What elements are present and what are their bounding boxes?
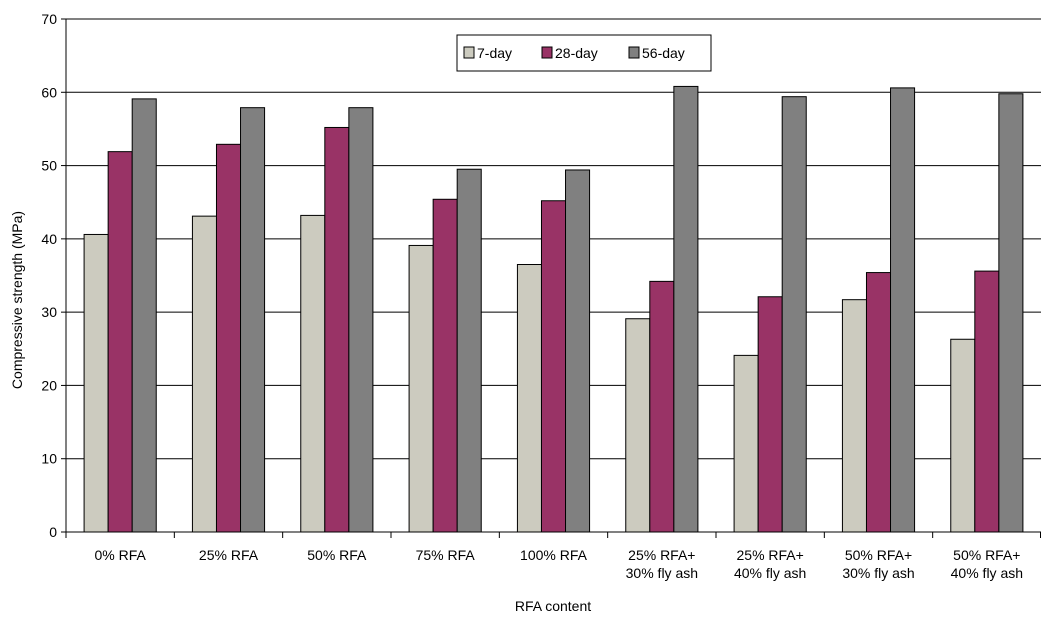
- y-tick-label: 0: [49, 524, 57, 540]
- bar-56-day-5: [673, 85, 699, 533]
- bar-7-day-8: [950, 338, 976, 533]
- x-category-label: 50% RFA: [307, 547, 367, 563]
- axes: [65, 19, 1041, 533]
- legend-swatch: [463, 46, 475, 59]
- bar-7-day-7: [841, 299, 867, 533]
- y-axis-title: Compressive strength (MPa): [9, 211, 25, 389]
- bar-56-day-2: [348, 107, 374, 533]
- bar-28-day-0: [107, 151, 133, 533]
- bar-7-day-6: [733, 354, 759, 533]
- bar-7-day-0: [83, 233, 109, 533]
- bars: [83, 85, 1024, 533]
- x-axis-categories: 0% RFA 25% RFA 50% RFA 75% RFA 100% RFA 25% R…: [65, 532, 1041, 581]
- bar-7-day-5: [625, 318, 651, 533]
- x-category-label: 100% RFA: [520, 547, 588, 563]
- y-tick-label: 60: [41, 84, 57, 100]
- x-category-label: 0% RFA: [94, 547, 146, 563]
- bar-7-day-3: [408, 244, 434, 533]
- bar-56-day-3: [456, 168, 482, 533]
- bar-7-day-4: [516, 264, 542, 533]
- x-axis-title: RFA content: [515, 598, 591, 614]
- legend-label: 28-day: [555, 45, 598, 61]
- bar-28-day-7: [865, 272, 892, 533]
- bar-28-day-6: [757, 296, 783, 533]
- bar-7-day-1: [191, 215, 217, 533]
- bar-28-day-8: [974, 270, 1000, 533]
- bar-56-day-8: [998, 93, 1024, 533]
- y-tick-label: 40: [41, 231, 57, 247]
- x-category-label: 75% RFA: [416, 547, 476, 563]
- bar-56-day-4: [565, 169, 591, 533]
- x-category-label: 25% RFA: [199, 547, 259, 563]
- legend-label: 56-day: [642, 45, 685, 61]
- bar-56-day-7: [890, 87, 916, 533]
- x-category-label: 50% RFA+ 30% fly ash: [842, 547, 914, 581]
- x-category-label: 25% RFA+ 30% fly ash: [626, 547, 698, 581]
- bar-28-day-4: [540, 200, 567, 533]
- y-tick-label: 10: [41, 451, 57, 467]
- legend-box: [456, 34, 712, 72]
- bar-7-day-2: [300, 214, 326, 533]
- y-tick-label: 50: [41, 158, 57, 174]
- y-tick-label: 30: [41, 304, 57, 320]
- bar-56-day-6: [781, 96, 807, 533]
- bar-28-day-1: [215, 143, 242, 533]
- legend-swatch: [628, 46, 640, 59]
- bar-28-day-2: [324, 126, 350, 533]
- bar-56-day-1: [240, 107, 266, 533]
- y-tick-label: 70: [41, 11, 57, 27]
- legend-swatch: [541, 46, 553, 59]
- y-axis-ticks: 0 10 20 30 40 50 60 70: [41, 11, 66, 540]
- bar-28-day-3: [432, 198, 458, 533]
- y-tick-label: 20: [41, 377, 57, 393]
- x-category-label: 50% RFA+ 40% fly ash: [951, 547, 1023, 581]
- bar-28-day-5: [649, 280, 675, 533]
- legend-label: 7-day: [477, 45, 512, 61]
- bar-56-day-0: [131, 98, 157, 533]
- legend: 7-day 28-day 56-day: [456, 34, 712, 72]
- x-category-label: 25% RFA+ 40% fly ash: [734, 547, 806, 581]
